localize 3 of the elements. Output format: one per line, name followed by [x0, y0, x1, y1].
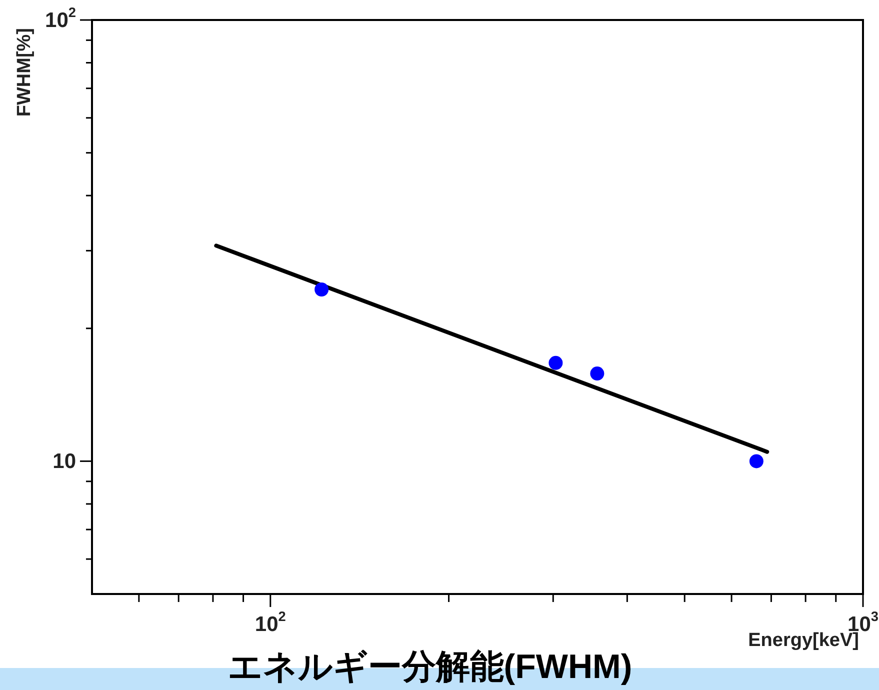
y-axis-title: FWHM[%] — [14, 28, 35, 117]
text: エネルギー分解能(FWHM) — [228, 648, 632, 686]
y-tick-label: 10 — [52, 450, 76, 473]
